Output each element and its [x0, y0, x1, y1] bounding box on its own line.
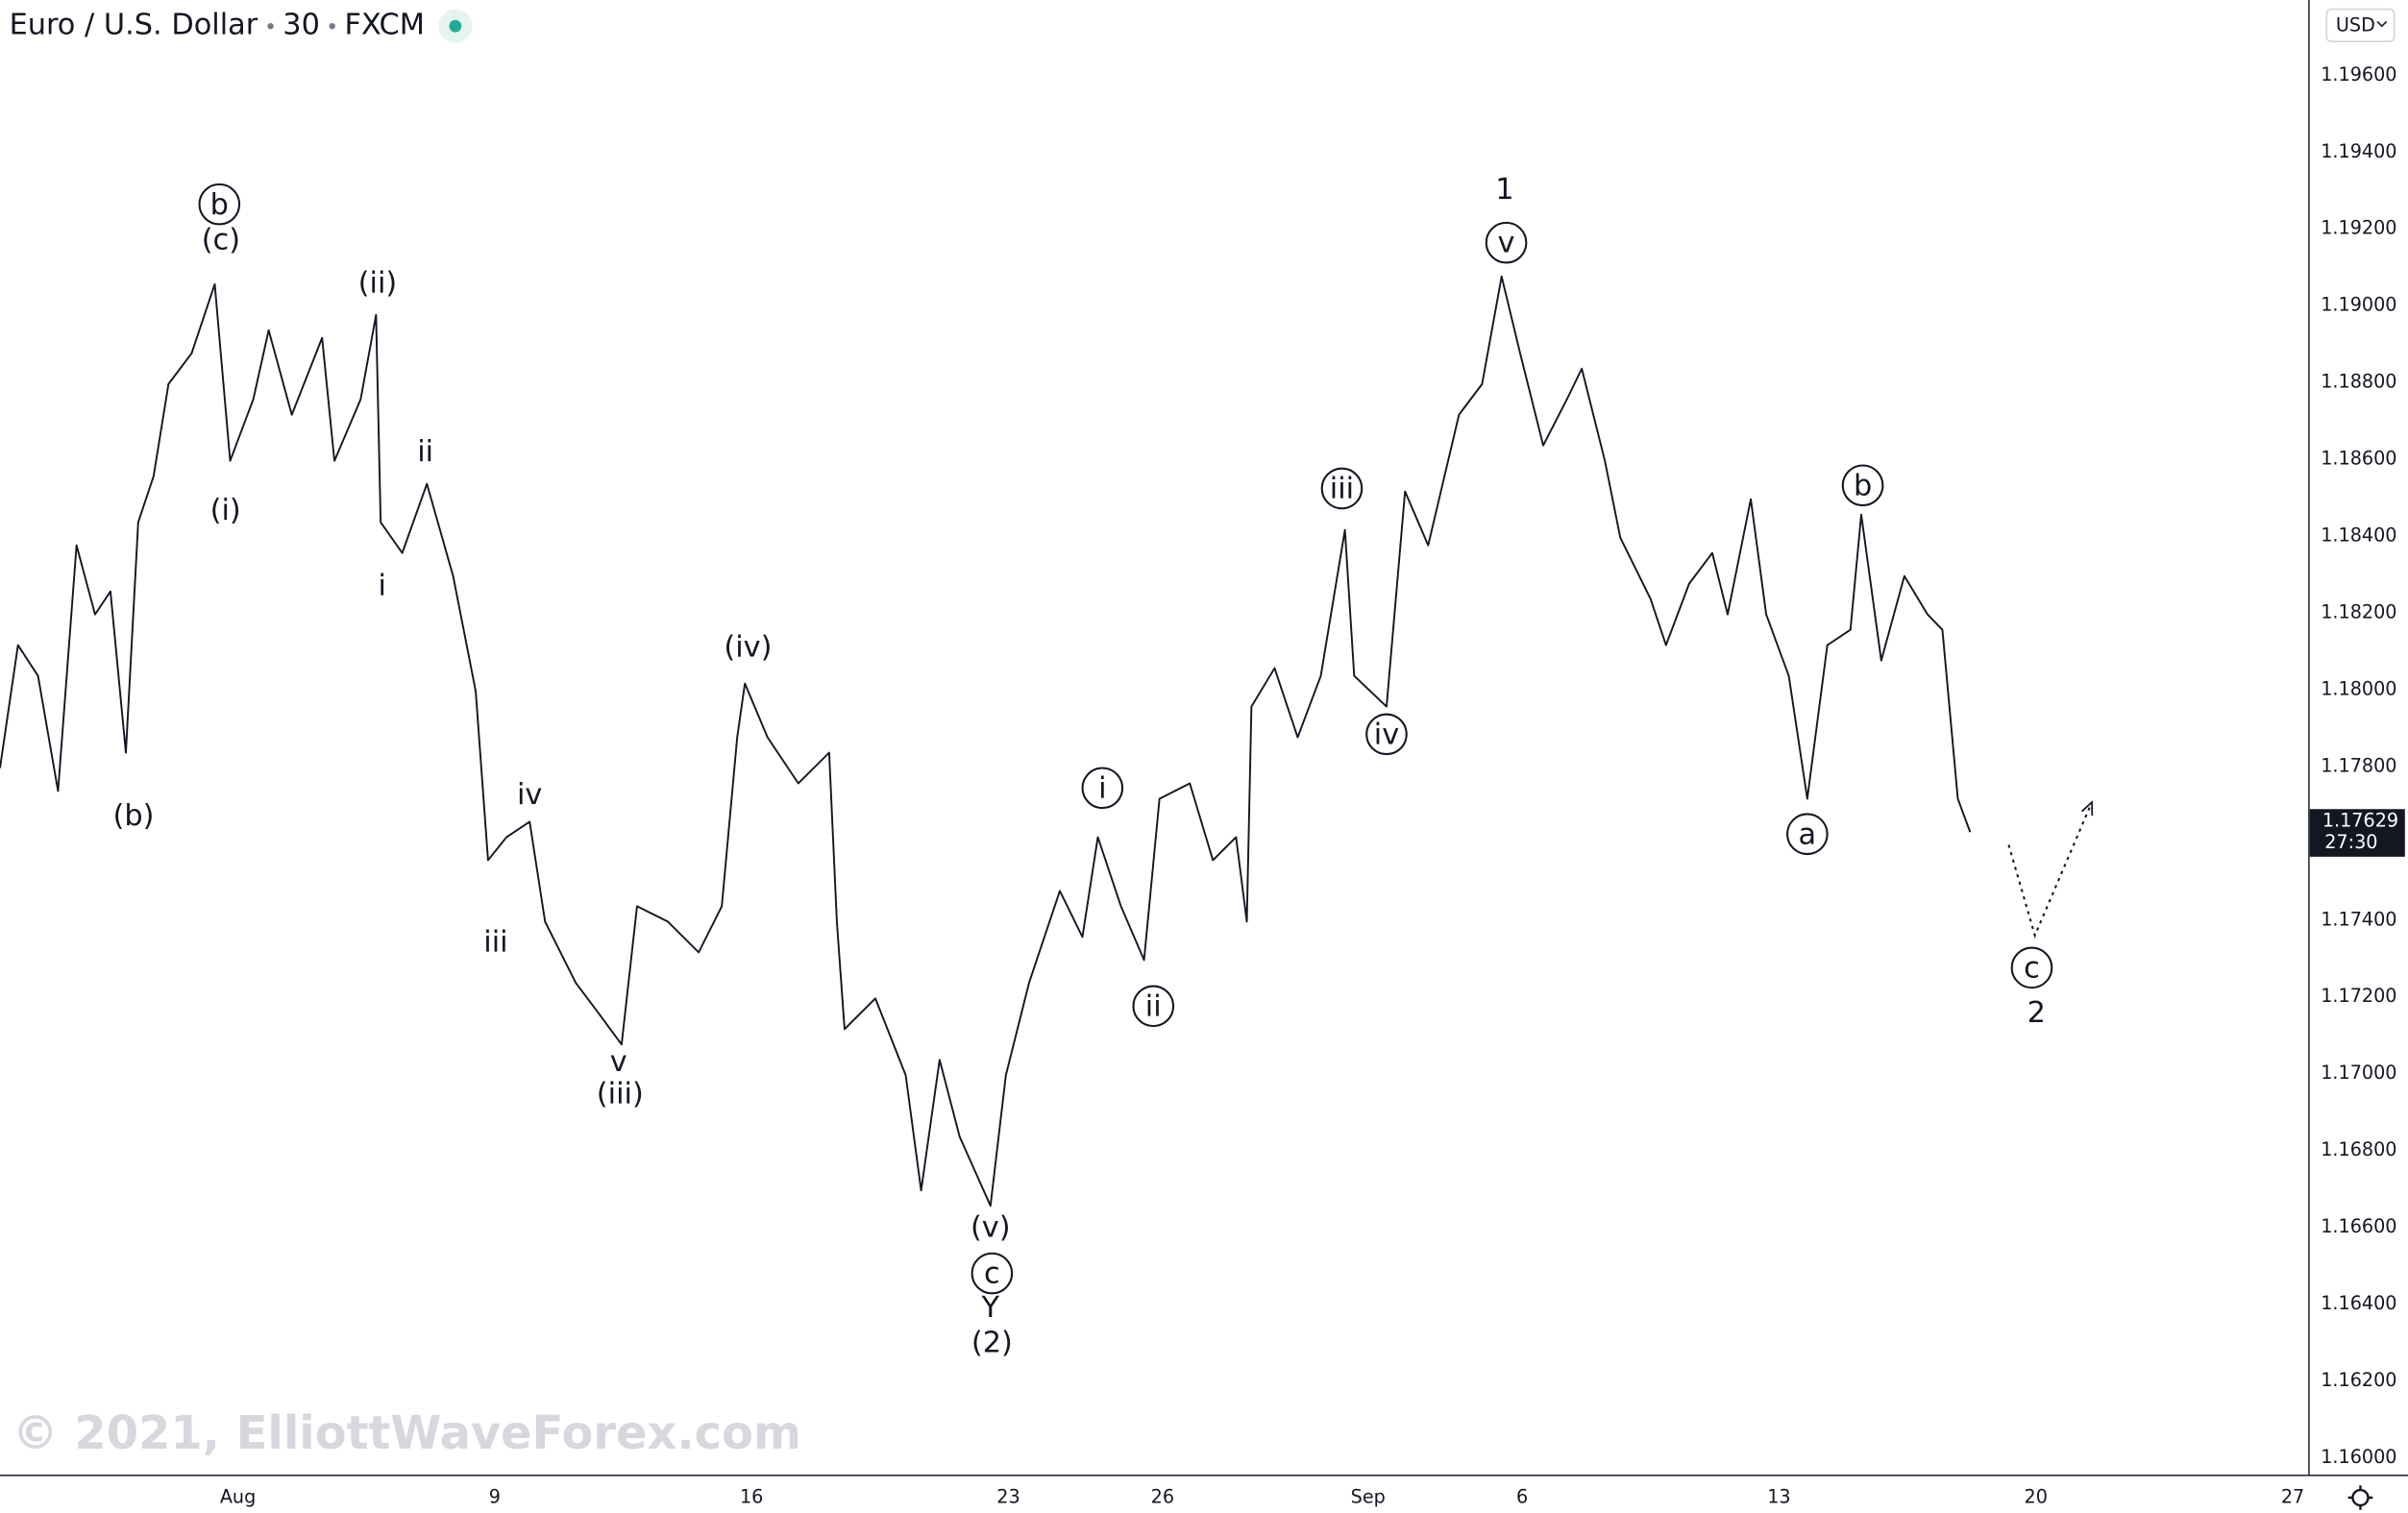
x-tick-label: 13 — [1767, 1486, 1790, 1508]
y-tick-label: 1.16400 — [2321, 1292, 2396, 1314]
market-status-dot — [449, 19, 462, 33]
wave-label: (ii) — [358, 266, 398, 300]
wave-circle — [2010, 946, 2053, 989]
wave-circle — [1841, 464, 1884, 507]
dropdown-caret — [2376, 20, 2388, 28]
currency[interactable]: USD — [2336, 14, 2375, 37]
wave-label: b — [1854, 469, 1872, 502]
last-price-badge — [2309, 809, 2405, 857]
wave-circle — [1320, 467, 1364, 510]
wave-label: iv — [517, 778, 542, 812]
wave-circle — [1485, 221, 1528, 264]
price-line — [0, 275, 1972, 1208]
y-tick-label: 1.19600 — [2321, 63, 2396, 85]
wave-label: ii — [417, 435, 433, 469]
separator — [329, 22, 335, 30]
wave-label: a — [1799, 818, 1817, 851]
wave-circle — [971, 1252, 1014, 1295]
projection-line — [2007, 803, 2091, 939]
x-tick-label: 6 — [1516, 1486, 1528, 1508]
x-tick-label: 27 — [2281, 1486, 2304, 1508]
y-tick-label: 1.17400 — [2321, 908, 2396, 930]
currency-button[interactable]: USD — [2325, 8, 2396, 42]
y-tick-label: 1.18800 — [2321, 371, 2396, 393]
wave-label: v — [1498, 227, 1515, 260]
wave-label: 2 — [2027, 996, 2046, 1030]
countdown: 27:30 — [2324, 831, 2377, 853]
x-tick-label: Aug — [220, 1486, 256, 1508]
wave-circle — [1132, 985, 1175, 1028]
settings-icon[interactable] — [2347, 1485, 2373, 1510]
interval: 30 — [283, 9, 320, 42]
wave-label: 1 — [1495, 173, 1513, 207]
y-tick-label: 1.18400 — [2321, 525, 2396, 547]
y-tick-label: 1.18200 — [2321, 600, 2396, 622]
wave-label: (b) — [113, 799, 155, 833]
watermark: © 2021, ElliottWaveForex.com — [12, 1406, 801, 1460]
wave-label: b — [210, 188, 229, 222]
last-price: 1.17629 — [2322, 810, 2398, 832]
y-tick-label: 1.18000 — [2321, 677, 2396, 699]
wave-label: (i) — [210, 494, 241, 527]
wave-circle — [1786, 813, 1829, 856]
currency-box[interactable] — [2325, 8, 2396, 42]
x-tick-label: 9 — [489, 1486, 501, 1508]
x-tick-label: 23 — [996, 1486, 1020, 1508]
gear-teeth — [2347, 1485, 2373, 1510]
x-tick-label: Sep — [1351, 1486, 1386, 1508]
y-tick-label: 1.18600 — [2321, 448, 2396, 470]
y-tick-label: 1.17000 — [2321, 1062, 2396, 1084]
wave-label: Y — [981, 1291, 1000, 1325]
x-tick-label: 26 — [1151, 1486, 1174, 1508]
wave-label: iii — [1330, 473, 1354, 506]
wave-label: (c) — [202, 224, 240, 257]
y-tick-label: 1.19000 — [2321, 294, 2396, 316]
y-tick-label: 1.16600 — [2321, 1215, 2396, 1237]
wave-label: iv — [1374, 718, 1399, 751]
wave-circle — [1365, 713, 1408, 756]
wave-label: (2) — [971, 1327, 1013, 1360]
wave-circle — [198, 183, 241, 226]
symbol-title: Euro / U.S. Dollar — [10, 9, 258, 42]
separator — [267, 22, 274, 30]
wave-label: ii — [1145, 989, 1162, 1023]
wave-label: (iv) — [724, 630, 772, 664]
header: Euro / U.S. Dollar 30 FXCM — [10, 9, 473, 43]
wave-label: i — [379, 569, 386, 602]
y-tick-label: 1.19200 — [2321, 217, 2396, 239]
y-tick-label: 1.19400 — [2321, 140, 2396, 162]
wave-circle — [1081, 767, 1124, 810]
wave-label: i — [1098, 771, 1106, 805]
x-tick-label: 16 — [740, 1486, 763, 1508]
y-tick-label: 1.16200 — [2321, 1369, 2396, 1391]
wave-label: c — [2024, 951, 2040, 985]
source: FXCM — [345, 9, 425, 42]
wave-label: c — [984, 1257, 1000, 1291]
wave-label: (v) — [971, 1211, 1011, 1245]
y-tick-label: 1.17200 — [2321, 985, 2396, 1007]
wave-label: v — [610, 1045, 627, 1079]
y-tick-label: 1.16000 — [2321, 1446, 2396, 1468]
wave-label: (iii) — [597, 1078, 644, 1111]
y-tick-label: 1.16800 — [2321, 1138, 2396, 1160]
x-tick-label: 20 — [2025, 1486, 2048, 1508]
y-tick-label: 1.17800 — [2321, 754, 2396, 776]
wave-label: iii — [483, 925, 507, 959]
